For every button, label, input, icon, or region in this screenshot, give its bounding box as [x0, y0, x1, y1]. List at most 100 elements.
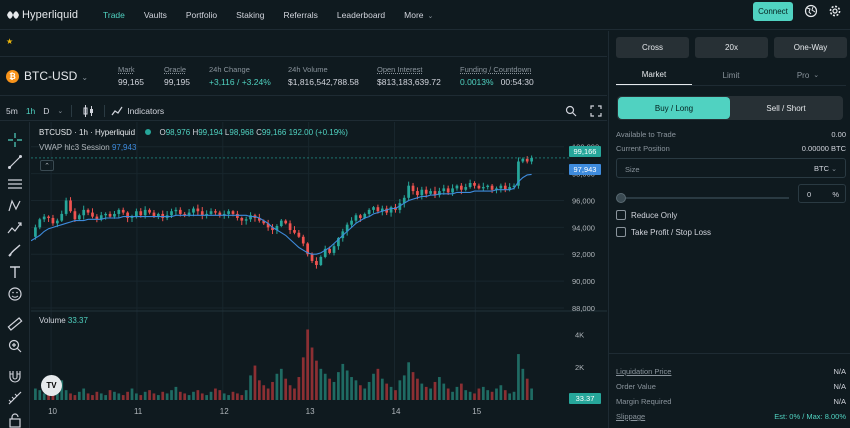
- fullscreen-icon[interactable]: [590, 105, 602, 117]
- indicators-button[interactable]: Indicators: [127, 105, 165, 116]
- drawing-toolbar: [0, 122, 30, 428]
- star-icon[interactable]: ★: [6, 37, 14, 46]
- size-unit-selector[interactable]: BTC ⌄: [814, 164, 837, 173]
- candle-body: [183, 213, 187, 216]
- candle-body: [200, 211, 204, 216]
- position-mode-button[interactable]: One-Way: [774, 37, 847, 58]
- nav-staking[interactable]: Staking: [236, 9, 265, 20]
- lock-icon[interactable]: [7, 412, 23, 428]
- zoom-in-icon[interactable]: [7, 338, 23, 354]
- nav-portfolio[interactable]: Portfolio: [185, 9, 218, 20]
- volume-bar: [240, 395, 244, 400]
- toolbar-divider: [104, 104, 106, 117]
- logo[interactable]: Hyperliquid: [6, 9, 84, 21]
- candle-body: [91, 212, 94, 217]
- ruler-icon[interactable]: [7, 316, 23, 332]
- pair-selector[interactable]: BTC-USD ⌄: [24, 69, 88, 83]
- volume-bar: [161, 391, 165, 400]
- text-icon[interactable]: [7, 264, 23, 280]
- reduce-only-checkbox[interactable]: Reduce Only: [616, 210, 677, 220]
- candle-body: [227, 211, 230, 214]
- candle-body: [429, 191, 432, 194]
- gear-icon[interactable]: [828, 4, 842, 18]
- candle-body: [495, 188, 498, 190]
- candle-body: [205, 213, 209, 216]
- tradingview-logo[interactable]: TV: [41, 375, 62, 396]
- nav-leaderboard[interactable]: Leaderboard: [336, 9, 386, 20]
- connect-button[interactable]: Connect: [753, 2, 793, 21]
- volume-bar: [152, 393, 156, 400]
- volume-label: Volume: [39, 316, 66, 325]
- horizontal-lines-icon[interactable]: [7, 176, 23, 192]
- time-tick-label: 14: [392, 407, 401, 416]
- volume-bar: [82, 388, 86, 400]
- timeframe-d[interactable]: D: [43, 105, 50, 116]
- candle-body: [438, 191, 441, 196]
- collapse-legend-button[interactable]: ⌃: [40, 160, 54, 171]
- buy-long-button[interactable]: Buy / Long: [618, 97, 730, 119]
- nav-referrals[interactable]: Referrals: [283, 9, 318, 20]
- stat-24h-volume: 24h Volume $1,816,542,788.58: [288, 65, 359, 87]
- market-header: ₿ BTC-USD ⌄ Mark 99,165 Oracle 99,195 24h…: [0, 58, 607, 96]
- volume-bar: [135, 393, 138, 400]
- candle-body: [60, 213, 64, 221]
- order-value-value: N/A: [833, 382, 846, 391]
- candle-body: [372, 207, 375, 210]
- checkbox-box[interactable]: [616, 210, 626, 220]
- tpsl-checkbox[interactable]: Take Profit / Stop Loss: [616, 227, 711, 237]
- volume-bar: [117, 393, 121, 400]
- checkbox-box[interactable]: [616, 227, 626, 237]
- stat-mark: Mark 99,165: [118, 65, 144, 87]
- nav-more[interactable]: More ⌄: [404, 10, 433, 20]
- candle-body: [262, 220, 266, 224]
- tab-market[interactable]: Market: [616, 65, 692, 85]
- candles-icon[interactable]: [82, 104, 96, 117]
- magnet-icon[interactable]: [7, 368, 23, 384]
- percent-input[interactable]: 0 %: [798, 184, 846, 203]
- volume-bar: [47, 395, 50, 400]
- emoji-icon[interactable]: [7, 286, 23, 302]
- funding-countdown: 00:54:30: [500, 77, 534, 87]
- screenshot-icon[interactable]: [565, 105, 577, 117]
- tab-limit[interactable]: Limit: [722, 70, 740, 80]
- chevron-down-icon[interactable]: ⌄: [57, 107, 64, 115]
- volume-bar: [200, 393, 204, 400]
- size-slider[interactable]: [616, 193, 791, 203]
- volume-bar: [236, 393, 239, 400]
- candle-body: [156, 213, 160, 217]
- globe-icon[interactable]: [804, 4, 818, 18]
- nav-vaults[interactable]: Vaults: [143, 9, 167, 20]
- timeframe-5m[interactable]: 5m: [6, 105, 18, 116]
- slippage-value: Est: 0% / Max: 8.00%: [774, 412, 846, 421]
- volume-bar: [407, 362, 411, 400]
- volume-bar: [306, 329, 310, 400]
- volume-bar: [91, 395, 94, 400]
- volume-bar: [178, 391, 182, 400]
- prediction-icon[interactable]: [7, 220, 23, 236]
- favorites-bar: ★: [0, 31, 607, 57]
- tab-pro[interactable]: Pro ⌄: [770, 65, 846, 85]
- crosshair-icon[interactable]: [7, 132, 23, 148]
- volume-bar: [165, 393, 169, 400]
- candle-body: [310, 254, 314, 261]
- leverage-button[interactable]: 20x: [695, 37, 768, 58]
- nav-trade[interactable]: Trade: [103, 9, 125, 20]
- price-chart[interactable]: 100,00098,00096,00094,00092,00090,00088,…: [31, 122, 607, 428]
- indicators-icon[interactable]: [111, 105, 123, 117]
- size-input[interactable]: Size BTC ⌄: [616, 158, 846, 178]
- sell-short-button[interactable]: Sell / Short: [766, 103, 806, 113]
- ruler-draw-icon[interactable]: [7, 390, 23, 406]
- slider-handle[interactable]: [616, 193, 626, 203]
- trend-line-icon[interactable]: [7, 154, 23, 170]
- brush-icon[interactable]: [7, 242, 23, 258]
- margin-mode-button[interactable]: Cross: [616, 37, 689, 58]
- candle-body: [416, 191, 419, 196]
- price-tick-label: 92,000: [572, 250, 595, 259]
- pattern-icon[interactable]: [7, 198, 23, 214]
- last-price-tag: 99,166: [569, 146, 601, 157]
- timeframe-1h[interactable]: 1h: [25, 105, 36, 116]
- chart-canvas[interactable]: 100,00098,00096,00094,00092,00090,00088,…: [31, 122, 607, 428]
- candle-body: [446, 188, 450, 193]
- candle-body: [301, 236, 305, 244]
- volume-tick-label: 2K: [575, 363, 584, 372]
